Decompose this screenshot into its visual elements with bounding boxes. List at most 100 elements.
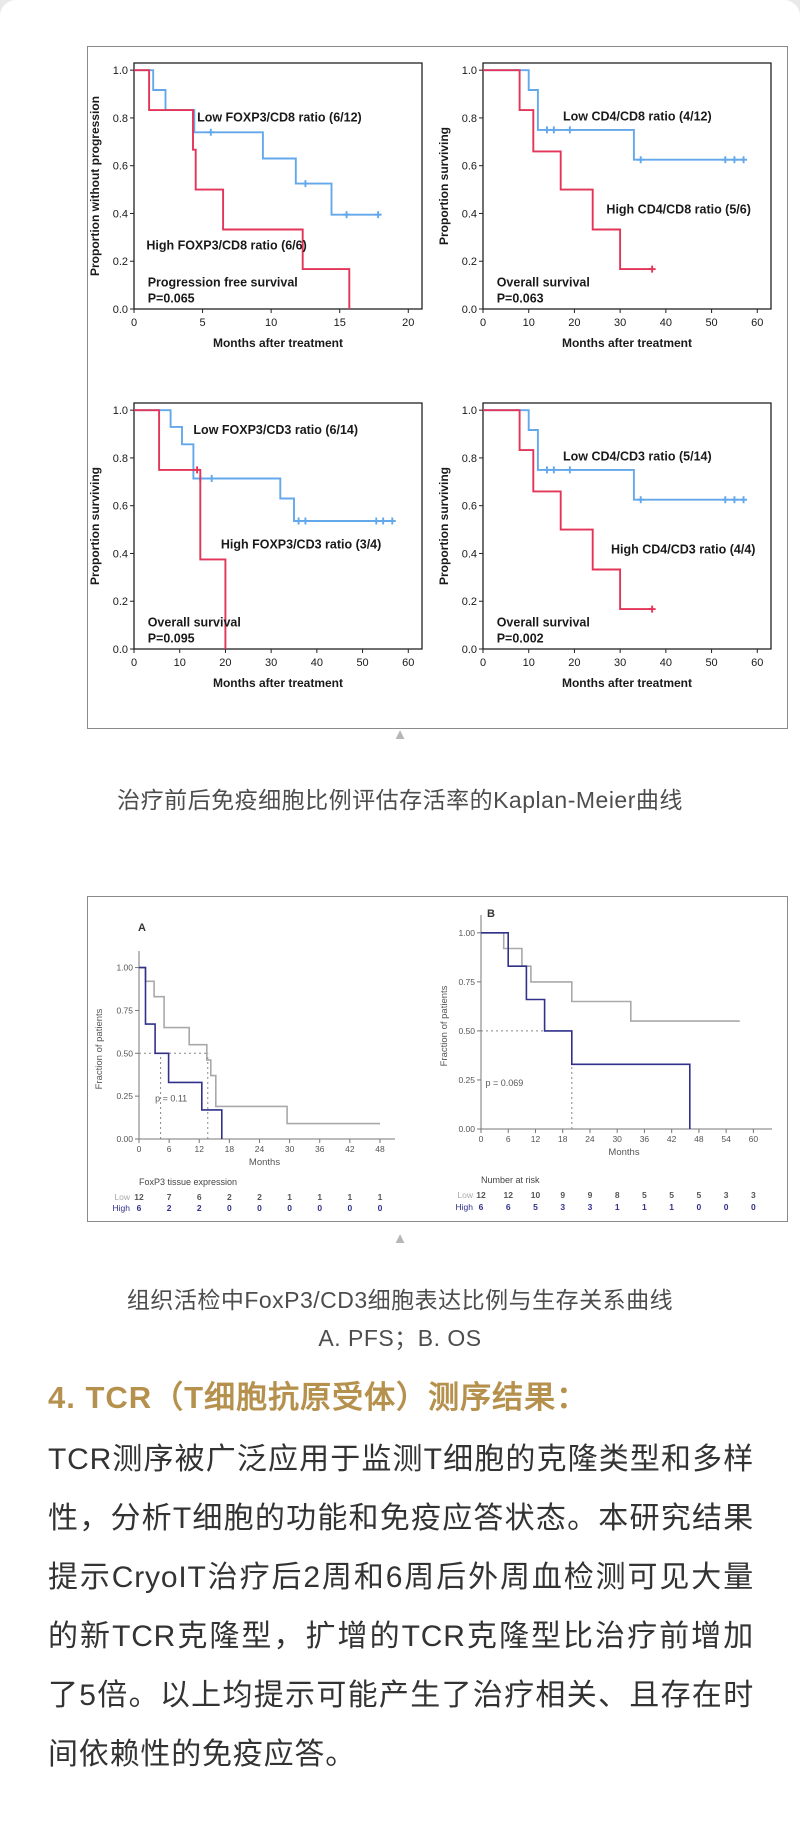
svg-text:30: 30: [614, 317, 626, 329]
svg-text:Low FOXP3/CD3 ratio (6/14): Low FOXP3/CD3 ratio (6/14): [193, 423, 358, 437]
svg-text:0: 0: [137, 1144, 142, 1154]
svg-text:Low CD4/CD3 ratio (5/14): Low CD4/CD3 ratio (5/14): [563, 449, 712, 463]
svg-text:0.2: 0.2: [462, 256, 477, 268]
svg-text:6: 6: [506, 1134, 511, 1144]
svg-text:30: 30: [265, 657, 277, 669]
svg-text:Low CD4/CD8 ratio (4/12): Low CD4/CD8 ratio (4/12): [563, 109, 712, 123]
svg-text:0.6: 0.6: [462, 161, 477, 173]
caption-triangle-icon: ▲: [392, 1230, 408, 1247]
svg-text:0.8: 0.8: [462, 453, 477, 465]
svg-text:1.0: 1.0: [462, 405, 477, 417]
svg-text:Overall survival: Overall survival: [148, 615, 241, 629]
svg-text:50: 50: [705, 657, 717, 669]
svg-text:1: 1: [669, 1202, 674, 1212]
svg-text:Proportion surviving: Proportion surviving: [437, 127, 451, 245]
svg-text:10: 10: [523, 317, 535, 329]
km-plot-b-os-foxp3-tissue: 1.00 0.75 0.50 0.25 0.00 0 6 12 18 24 30 36 42 48 54 60…: [437, 897, 787, 1223]
svg-text:20: 20: [568, 657, 580, 669]
svg-text:6: 6: [506, 1202, 511, 1212]
svg-text:0.4: 0.4: [462, 548, 477, 560]
svg-text:18: 18: [225, 1144, 235, 1154]
km-plot-os-foxp3-cd3: 1.0 0.8 0.6 0.4 0.2 0.0 0 10 20 30 40 50 60 Proportio…: [88, 387, 438, 728]
svg-text:Low: Low: [457, 1190, 473, 1200]
svg-text:15: 15: [334, 317, 346, 329]
svg-text:Months: Months: [608, 1147, 639, 1158]
svg-text:1: 1: [378, 1192, 383, 1202]
svg-text:Months after treatment: Months after treatment: [562, 676, 692, 690]
svg-text:0: 0: [751, 1202, 756, 1212]
svg-text:10: 10: [174, 657, 186, 669]
svg-text:0.6: 0.6: [113, 161, 128, 173]
svg-text:54: 54: [721, 1134, 731, 1144]
svg-text:5: 5: [697, 1190, 702, 1200]
svg-text:10: 10: [531, 1190, 541, 1200]
svg-text:1.00: 1.00: [116, 963, 133, 973]
svg-text:FoxP3 tissue expression: FoxP3 tissue expression: [139, 1177, 237, 1187]
svg-text:0.00: 0.00: [116, 1134, 133, 1144]
svg-text:1: 1: [317, 1192, 322, 1202]
svg-text:36: 36: [315, 1144, 325, 1154]
km-plot-os-cd4-cd3: 1.0 0.8 0.6 0.4 0.2 0.0 0 10 20 30 40 50 60 Proportio…: [437, 387, 787, 728]
svg-text:Progression free survival: Progression free survival: [148, 275, 298, 289]
svg-text:p = 0.11: p = 0.11: [155, 1093, 187, 1103]
svg-text:20: 20: [568, 317, 580, 329]
svg-text:2: 2: [167, 1203, 172, 1213]
svg-text:0.6: 0.6: [113, 501, 128, 513]
svg-text:9: 9: [588, 1190, 593, 1200]
svg-text:Fraction of patients: Fraction of patients: [439, 985, 450, 1066]
svg-text:40: 40: [660, 317, 672, 329]
svg-text:0: 0: [378, 1203, 383, 1213]
svg-text:0: 0: [724, 1202, 729, 1212]
svg-text:0.0: 0.0: [462, 644, 477, 656]
svg-text:0.50: 0.50: [116, 1048, 133, 1058]
svg-text:0.8: 0.8: [113, 113, 128, 125]
svg-text:12: 12: [504, 1190, 514, 1200]
svg-text:Fraction of patients: Fraction of patients: [94, 1008, 105, 1089]
svg-text:High FOXP3/CD3 ratio (3/4): High FOXP3/CD3 ratio (3/4): [221, 538, 381, 552]
svg-text:10: 10: [265, 317, 277, 329]
svg-text:0.00: 0.00: [458, 1124, 475, 1134]
svg-text:High CD4/CD8 ratio (5/6): High CD4/CD8 ratio (5/6): [606, 202, 750, 216]
svg-text:P=0.095: P=0.095: [148, 631, 195, 645]
svg-text:50: 50: [705, 317, 717, 329]
svg-text:50: 50: [356, 657, 368, 669]
svg-text:0: 0: [480, 657, 486, 669]
km-plot-os-cd4-cd8: 1.0 0.8 0.6 0.4 0.2 0.0 0 10 20 30 40 50 60 Proportio…: [437, 47, 787, 388]
svg-text:9: 9: [560, 1190, 565, 1200]
svg-text:20: 20: [402, 317, 414, 329]
svg-text:60: 60: [402, 657, 414, 669]
svg-text:0: 0: [131, 657, 137, 669]
svg-text:1.00: 1.00: [458, 928, 475, 938]
svg-text:1.0: 1.0: [113, 65, 128, 77]
svg-text:12: 12: [134, 1192, 144, 1202]
svg-text:8: 8: [615, 1190, 620, 1200]
svg-text:12: 12: [531, 1134, 541, 1144]
svg-text:30: 30: [285, 1144, 295, 1154]
svg-text:High FOXP3/CD8 ratio (6/6): High FOXP3/CD8 ratio (6/6): [146, 238, 306, 252]
svg-text:18: 18: [558, 1134, 568, 1144]
svg-text:P=0.063: P=0.063: [497, 291, 544, 305]
svg-text:3: 3: [588, 1202, 593, 1212]
svg-text:0.75: 0.75: [116, 1005, 133, 1015]
svg-text:0.4: 0.4: [113, 548, 128, 560]
svg-text:0: 0: [697, 1202, 702, 1212]
svg-text:12: 12: [195, 1144, 205, 1154]
svg-text:7: 7: [167, 1192, 172, 1202]
svg-text:24: 24: [255, 1144, 265, 1154]
svg-text:0.4: 0.4: [113, 208, 128, 220]
svg-text:30: 30: [612, 1134, 622, 1144]
svg-text:Proportion without progression: Proportion without progression: [88, 96, 102, 276]
svg-text:Low FOXP3/CD8 ratio (6/12): Low FOXP3/CD8 ratio (6/12): [197, 111, 362, 125]
svg-text:0.25: 0.25: [458, 1075, 475, 1085]
svg-text:Proportion surviving: Proportion surviving: [437, 467, 451, 585]
svg-text:0.0: 0.0: [462, 304, 477, 316]
svg-text:5: 5: [200, 317, 206, 329]
svg-text:0.50: 0.50: [458, 1026, 475, 1036]
svg-text:Months after treatment: Months after treatment: [213, 676, 343, 690]
svg-text:6: 6: [197, 1192, 202, 1202]
svg-text:0: 0: [227, 1203, 232, 1213]
body-paragraph: TCR测序被广泛应用于监测T细胞的克隆类型和多样性，分析T细胞的功能和免疫应答状…: [48, 1443, 754, 1771]
svg-text:2: 2: [197, 1203, 202, 1213]
svg-text:0: 0: [131, 317, 137, 329]
